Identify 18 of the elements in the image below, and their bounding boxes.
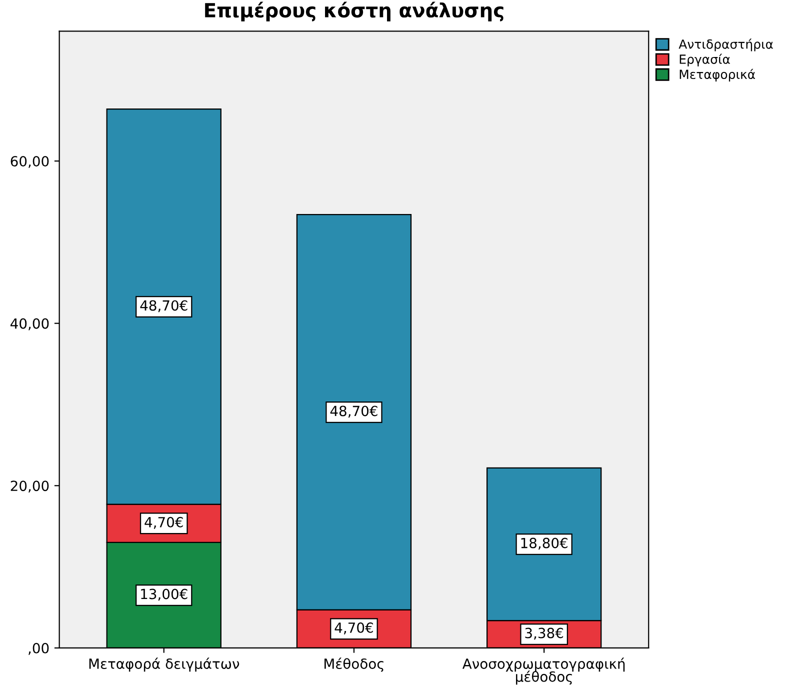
legend-label: Αντιδραστήρια (678, 38, 773, 52)
y-tick-label: 20,00 (10, 480, 49, 493)
legend-label: Εργασία (680, 54, 730, 66)
data-label: 13,00€ (141, 588, 188, 601)
data-label: 3,38€ (525, 628, 564, 640)
y-tick-label: 40,00 (10, 318, 49, 330)
data-label: 4,70€ (144, 516, 183, 529)
data-label: 48,70€ (330, 406, 378, 418)
chart-title: Επιμέρους κόστη ανάλυσης (205, 2, 504, 22)
data-label: 4,70€ (334, 622, 373, 634)
data-label: 48,70€ (140, 300, 188, 312)
x-tick-label: Μέθοδος (324, 658, 384, 672)
y-tick-label: 60,00 (10, 156, 49, 168)
data-label: 18,80€ (521, 538, 568, 550)
x-tick-label: Μεταφορά δειγμάτων (89, 658, 240, 672)
y-tick-label: ,00 (28, 642, 49, 655)
legend-label: Μεταφορικά (680, 68, 755, 82)
x-tick-label: Ανοσοχρωματογραφική μέθοδος (462, 658, 625, 685)
